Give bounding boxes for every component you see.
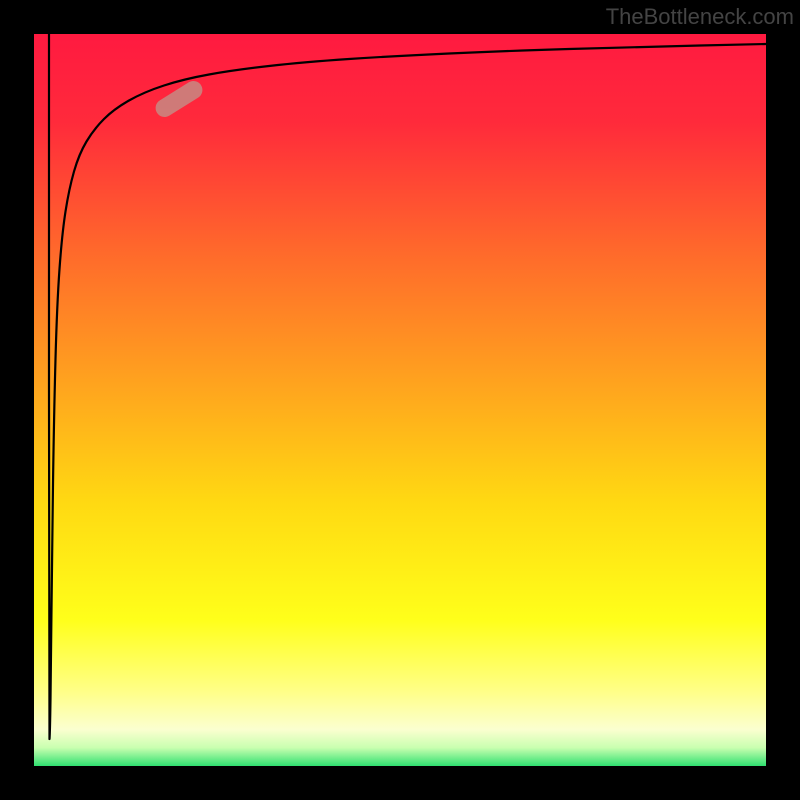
curve-layer	[34, 34, 766, 766]
highlight-pill	[152, 78, 206, 121]
attribution-text: TheBottleneck.com	[606, 4, 794, 30]
bottleneck-curve	[49, 34, 766, 739]
chart-frame: TheBottleneck.com	[0, 0, 800, 800]
plot-area	[34, 34, 766, 766]
